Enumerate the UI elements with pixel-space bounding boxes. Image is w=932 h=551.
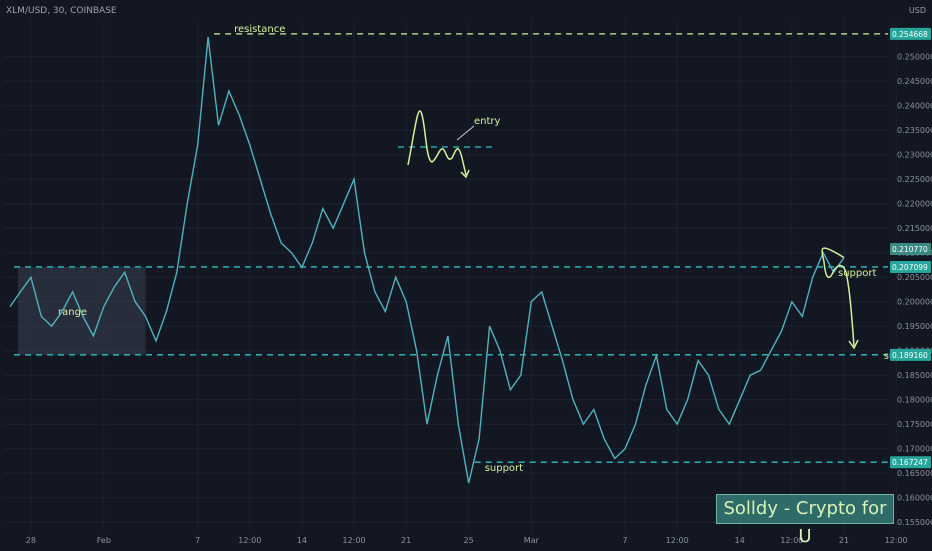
upper-price-tag (890, 260, 931, 273)
level-lines: resistancesupportsupportsupport (14, 24, 922, 474)
x-tick-label: 7 (623, 536, 628, 545)
symbol-header: XLM/USD, 30, COINBASE (6, 6, 117, 16)
y-tick-label: 0.205000 (897, 273, 932, 282)
upper-level-label: support (838, 268, 876, 279)
y-tick-label: 0.160000 (897, 494, 932, 503)
current-price-tag-text: 0.210770 (892, 245, 928, 254)
lower-price-tag-text: 0.189160 (892, 351, 928, 360)
x-tick-label: 14 (735, 536, 745, 545)
resistance-price-tag (890, 27, 931, 40)
entry-pointer (456, 125, 475, 141)
x-tick-label: 21 (401, 536, 411, 545)
y-tick-label: 0.250000 (897, 53, 932, 62)
y-tick-label: 0.180000 (897, 396, 932, 405)
x-tick-label: 12:00 (780, 536, 803, 545)
entry-arrow-head (460, 169, 470, 179)
x-tick-label: 7 (195, 536, 200, 545)
bottom-price-tag-text: 0.167247 (892, 458, 928, 467)
entry-pattern-path (407, 110, 467, 176)
range-label: range (58, 307, 87, 318)
y-tick-label: 0.165000 (897, 469, 932, 478)
time-axis[interactable]: 28 Feb 7 12:00 14 12:00 21 25 Mar 7 12:00 14 12:00 21… (26, 536, 932, 545)
price-axis[interactable]: 0.155000 0.160000 0.165000 0.170000 0.175000… (890, 27, 932, 527)
resistance-price-tag-text: 0.254668 (892, 30, 928, 39)
projection-path (821, 247, 855, 347)
x-tick-label: 12:00 (666, 536, 689, 545)
y-tick-label: 0.235000 (897, 126, 932, 135)
y-tick-label: 0.195000 (897, 322, 932, 331)
y-tick-label: 0.215000 (897, 224, 932, 233)
x-tick-label: 14 (297, 536, 307, 545)
price-series-line (9, 37, 845, 484)
projection-arrow-head (848, 339, 859, 350)
resistance-level-label: resistance (234, 24, 285, 35)
y-tick-label: 0.175000 (897, 420, 932, 429)
y-tick-label: 0.245000 (897, 77, 932, 86)
x-tick-label: 21 (839, 536, 849, 545)
entry-label: entry (474, 116, 501, 127)
x-tick-label: Mar (524, 536, 540, 545)
annotations: entry (398, 110, 859, 350)
y-tick-label: 0.230000 (897, 151, 932, 160)
bottom-price-tag (890, 456, 931, 469)
y-tick-label: 0.220000 (897, 200, 932, 209)
currency-label: USD (908, 6, 926, 15)
lower-price-tag (890, 348, 931, 361)
y-tick-label: 0.170000 (897, 445, 932, 454)
x-tick-label: Feb (97, 536, 111, 545)
y-tick-label: 0.200000 (897, 298, 932, 307)
y-tick-label: 0.225000 (897, 175, 932, 184)
y-tick-label: 0.155000 (897, 518, 932, 527)
x-tick-label: 12:00 (885, 536, 908, 545)
x-tick-label: 28 (26, 536, 36, 545)
upper-price-tag-text: 0.207099 (892, 263, 928, 272)
y-tick-label: 0.185000 (897, 371, 932, 380)
x-tick-label: 12:00 (342, 536, 365, 545)
bottom-level-label: support (485, 463, 523, 474)
current-price-tag (890, 242, 931, 255)
y-tick-label: 0.240000 (897, 102, 932, 111)
x-tick-label: 25 (464, 536, 474, 545)
watermark-badge: Solldy - Crypto for U (716, 494, 894, 547)
x-tick-label: 12:00 (238, 536, 261, 545)
